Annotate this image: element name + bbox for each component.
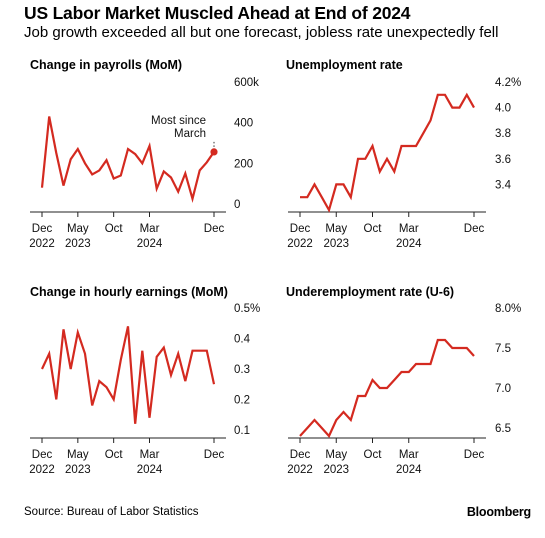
x-tick-label: 2023 bbox=[65, 238, 91, 250]
y-tick-label: 200 bbox=[234, 158, 253, 170]
series-line bbox=[300, 92, 475, 213]
series-line bbox=[40, 116, 215, 204]
payrolls-chart: 600k 400 200 0 Dec 2022 May 2023 Oct Mar 2024 Dec Mo… bbox=[29, 77, 259, 250]
x-tick-label: Dec bbox=[204, 223, 225, 235]
x-tick-label: Dec bbox=[204, 449, 225, 461]
x-tick-label: Oct bbox=[364, 223, 383, 235]
y-tick-label: 0.3 bbox=[234, 364, 250, 376]
x-tick-label: 2024 bbox=[137, 464, 163, 476]
page-subtitle: Job growth exceeded all but one forecast… bbox=[24, 24, 499, 41]
x-tick-label: Oct bbox=[364, 449, 383, 461]
x-tick-label: 2023 bbox=[323, 238, 349, 250]
x-tick-label: Mar bbox=[399, 223, 419, 235]
x-tick-label: 2022 bbox=[287, 464, 313, 476]
underemployment-chart-title: Underemployment rate (U-6) bbox=[286, 285, 455, 299]
x-tick-label: 2024 bbox=[396, 464, 422, 476]
y-tick-label: 0.1 bbox=[234, 425, 250, 437]
series-line bbox=[299, 338, 475, 438]
y-tick-label: 600k bbox=[234, 77, 259, 89]
x-tick-label: Dec bbox=[464, 449, 485, 461]
y-tick-label: 0.2 bbox=[234, 394, 250, 406]
x-tick-label: Mar bbox=[399, 449, 419, 461]
y-tick-label: 7.5 bbox=[495, 343, 511, 355]
annotation-text: March bbox=[174, 128, 206, 140]
x-tick-label: 2022 bbox=[29, 238, 55, 250]
annotation-text: Most since bbox=[151, 115, 206, 127]
y-tick-label: 6.5 bbox=[495, 423, 511, 435]
y-tick-label: 3.8 bbox=[495, 128, 511, 140]
bloomberg-logo: Bloomberg bbox=[466, 505, 531, 519]
unemployment-chart-title: Unemployment rate bbox=[286, 58, 403, 72]
x-tick-label: Dec bbox=[290, 223, 311, 235]
y-tick-label: 0.4 bbox=[234, 333, 251, 345]
page-title: US Labor Market Muscled Ahead at End of … bbox=[24, 3, 411, 23]
x-tick-label: 2024 bbox=[396, 238, 422, 250]
x-tick-label: Dec bbox=[32, 223, 53, 235]
x-tick-label: Oct bbox=[105, 449, 124, 461]
y-tick-label: 400 bbox=[234, 118, 253, 130]
x-tick-label: Dec bbox=[32, 449, 53, 461]
x-tick-label: May bbox=[325, 449, 347, 461]
underemployment-chart: 8.0% 7.5 7.0 6.5 Dec 2022 May 2023 Oct Mar 2024 Dec bbox=[287, 303, 521, 476]
x-tick-label: May bbox=[67, 449, 89, 461]
earnings-chart-title: Change in hourly earnings (MoM) bbox=[30, 285, 228, 299]
x-tick-label: 2022 bbox=[29, 464, 55, 476]
x-tick-label: Dec bbox=[290, 449, 311, 461]
x-tick-label: May bbox=[325, 223, 347, 235]
source-note: Source: Bureau of Labor Statistics bbox=[24, 506, 199, 518]
y-tick-label: 8.0% bbox=[495, 303, 521, 315]
x-tick-label: Oct bbox=[105, 223, 124, 235]
x-tick-label: 2023 bbox=[323, 464, 349, 476]
y-tick-label: 7.0 bbox=[495, 383, 511, 395]
x-tick-label: Mar bbox=[140, 449, 160, 461]
series-line bbox=[41, 326, 216, 424]
payrolls-chart-title: Change in payrolls (MoM) bbox=[30, 58, 183, 72]
y-tick-label: 3.4 bbox=[495, 179, 512, 191]
y-tick-label: 3.6 bbox=[495, 154, 511, 166]
x-tick-label: Dec bbox=[464, 223, 485, 235]
earnings-chart: 0.5% 0.4 0.3 0.2 0.1 Dec 2022 May 2023 Oct Mar 2024… bbox=[29, 303, 260, 476]
y-tick-label: 4.2% bbox=[495, 77, 521, 89]
x-tick-label: 2022 bbox=[287, 238, 313, 250]
x-tick-label: 2024 bbox=[137, 238, 163, 250]
y-tick-label: 0 bbox=[234, 199, 240, 211]
unemployment-chart: 4.2% 4.0 3.8 3.6 3.4 Dec 2022 May 2023 Oct Mar 2024… bbox=[287, 77, 521, 250]
x-tick-label: Mar bbox=[140, 223, 160, 235]
y-tick-label: 0.5% bbox=[234, 303, 260, 315]
x-tick-label: 2023 bbox=[65, 464, 91, 476]
highlight-point bbox=[210, 148, 218, 156]
y-tick-label: 4.0 bbox=[495, 103, 511, 115]
x-tick-label: May bbox=[67, 223, 89, 235]
